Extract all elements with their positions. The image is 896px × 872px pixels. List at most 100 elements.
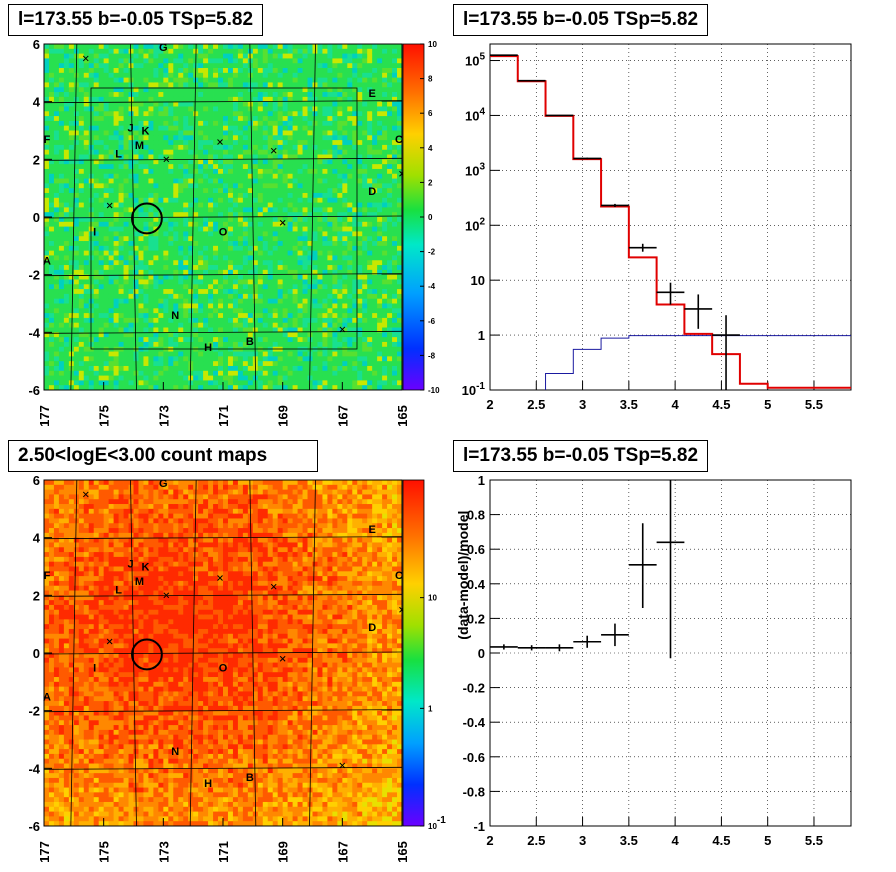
map-pixel [317,274,323,280]
map-pixel [183,48,189,55]
map-pixel [292,370,298,376]
map-pixel [103,265,110,271]
map-pixel [73,192,80,199]
map-pixel [148,188,154,194]
map-pixel [227,250,234,256]
map-pixel [48,322,55,328]
map-pixel [247,154,254,160]
map-pixel [327,351,333,357]
map-pixel [347,370,353,376]
map-pixel [168,317,174,324]
map-pixel [53,337,60,343]
map-pixel [88,87,95,93]
map-pixel [203,164,209,170]
map-pixel [143,341,149,348]
map-pixel [242,322,249,328]
map-pixel [138,322,144,328]
map-pixel [377,173,383,179]
map-pixel [188,116,194,122]
map-pixel [213,250,219,256]
map-pixel [78,317,85,324]
map-pixel [128,284,134,290]
map-pixel [63,269,70,276]
map-pixel [342,303,348,309]
map-pixel [108,164,115,170]
map-pixel [148,221,154,228]
map-pixel [327,241,333,247]
map-pixel [327,217,333,223]
map-pixel [88,337,95,343]
map-pixel [372,279,378,285]
map-pixel [367,289,373,295]
map-pixel [83,289,90,295]
map-pixel [198,77,204,83]
map-pixel [337,212,343,218]
map-pixel [317,159,323,165]
map-pixel [307,178,313,184]
map-pixel [382,101,388,107]
map-pixel [143,82,149,88]
map-pixel [337,361,343,367]
map-pixel [133,260,139,266]
map-pixel [287,269,294,276]
map-pixel [342,365,348,372]
map-pixel [44,68,50,74]
map-pixel [292,154,298,160]
map-pixel [148,178,154,184]
map-pixel [113,183,119,189]
map-pixel [287,116,294,122]
map-pixel [272,92,279,98]
map-pixel [198,236,204,242]
map-pixel [53,274,60,280]
map-pixel [168,92,174,98]
map-pixel [347,298,353,304]
map-pixel [317,327,323,333]
map-pixel [277,207,284,213]
map-pixel [163,92,169,98]
map-pixel [138,63,144,69]
map-pixel [63,236,70,242]
map-pixel [203,68,209,74]
map-pixel [118,168,124,175]
map-pixel [352,164,358,170]
map-pixel [163,82,169,88]
map-pixel [242,63,249,69]
map-pixel [88,92,95,98]
map-pixel [287,82,294,88]
map-pixel [277,116,284,122]
map-pixel [312,245,318,252]
map-pixel [173,116,179,122]
map-pixel [58,361,65,367]
map-pixel [128,154,134,160]
map-pixel [173,168,179,175]
map-pixel [178,317,184,324]
map-pixel [178,303,184,309]
map-pixel [292,298,298,304]
map-pixel [252,164,259,170]
map-pixel [227,154,234,160]
map-pixel [133,284,139,290]
map-pixel [237,317,244,324]
map-pixel [168,303,174,309]
map-pixel [44,125,50,131]
map-pixel [188,269,194,276]
map-pixel [302,183,308,189]
map-pixel [193,140,199,146]
map-pixel [213,351,219,357]
map-pixel [58,106,65,112]
map-pixel [148,332,154,338]
map-pixel [88,351,95,357]
map-pixel [262,212,269,218]
map-pixel [292,322,298,328]
map-pixel [342,183,348,189]
map-pixel [208,183,214,189]
map-pixel [123,48,129,55]
map-pixel [292,293,298,300]
map-pixel [223,250,229,256]
map-pixel [83,313,90,319]
map-pixel [153,92,159,98]
map-pixel [362,327,368,333]
map-pixel [183,298,189,304]
map-pixel [242,111,249,117]
map-pixel [252,183,259,189]
